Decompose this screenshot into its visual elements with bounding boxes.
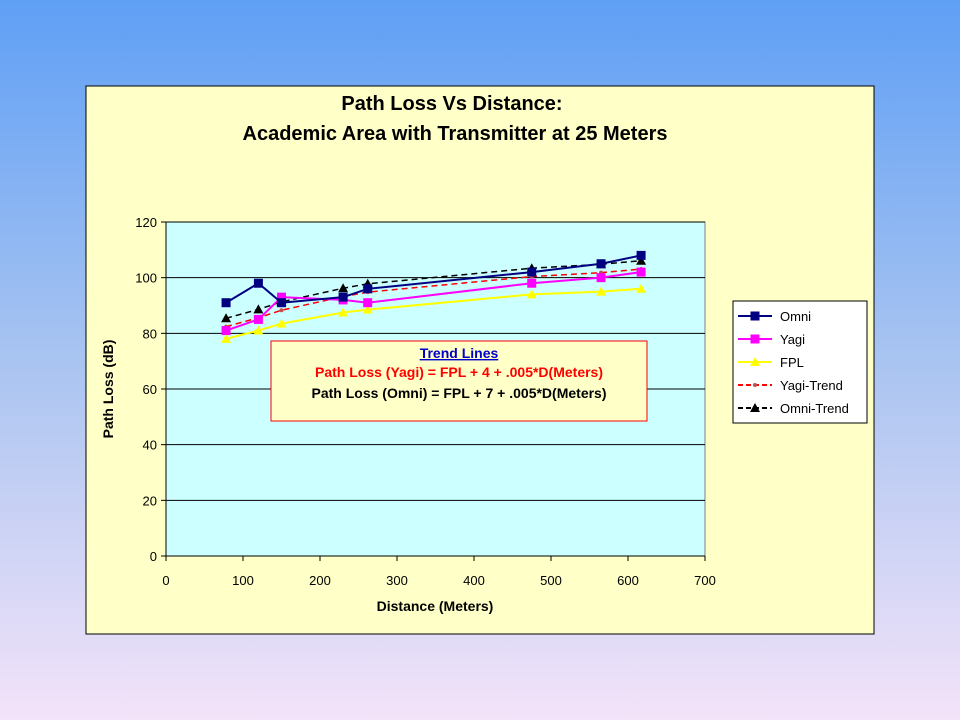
legend-label: FPL (780, 355, 804, 370)
data-point-omni (338, 292, 348, 302)
legend-swatch-marker (750, 403, 760, 412)
x-axis-title: Distance (Meters) (377, 598, 494, 614)
series-omni (221, 250, 646, 308)
legend-label: Yagi-Trend (780, 378, 843, 393)
x-tick-label: 600 (617, 573, 639, 588)
annotation-line-omni: Path Loss (Omni) = FPL + 7 + .005*D(Mete… (312, 385, 607, 401)
series-yagi (221, 267, 646, 336)
data-point-fpl (362, 304, 373, 314)
series-line-yagi-trend (225, 268, 642, 328)
data-point-omni-trend (253, 304, 264, 314)
y-tick-label: 120 (135, 215, 157, 230)
data-point-fpl (526, 289, 537, 299)
data-point-omni-trend (221, 313, 232, 323)
data-point-omni (363, 284, 373, 294)
annotation-box: Trend Lines Path Loss (Yagi) = FPL + 4 +… (270, 340, 648, 422)
chart-title-line-2: Academic Area with Transmitter at 25 Met… (243, 123, 668, 145)
y-tick-label: 0 (150, 549, 157, 564)
data-point-omni (221, 298, 231, 308)
data-point-omni (527, 267, 537, 277)
data-point-omni (253, 278, 263, 288)
series-line-omni-trend (225, 259, 642, 320)
y-axis-title: Path Loss (dB) (100, 340, 116, 439)
x-tick-label: 400 (463, 573, 485, 588)
y-tick-label: 40 (143, 438, 157, 453)
legend-item-fpl: FPL (738, 355, 804, 370)
legend-swatch-marker (753, 383, 757, 387)
data-point-omni (596, 259, 606, 269)
data-point-fpl (276, 318, 287, 328)
data-point-fpl (338, 307, 349, 317)
data-point-yagi (527, 278, 537, 288)
legend-swatch-marker (750, 357, 760, 366)
legend-swatch-marker (750, 311, 760, 321)
legend-items: Omni Yagi FPL Yagi-Trend Omni-Trend (738, 309, 849, 416)
data-point-fpl (221, 333, 232, 343)
legend-label: Omni (780, 309, 811, 324)
legend: Omni Yagi FPL Yagi-Trend Omni-Trend (732, 300, 868, 424)
series-group (221, 250, 647, 343)
y-tick-label: 80 (143, 326, 157, 341)
data-point-yagi (636, 267, 646, 277)
annotation-line-yagi: Path Loss (Yagi) = FPL + 4 + .005*D(Mete… (315, 364, 603, 380)
legend-item-yagi-trend: Yagi-Trend (738, 378, 843, 393)
y-tick-label: 20 (143, 493, 157, 508)
legend-label: Yagi (780, 332, 805, 347)
x-tick-label: 500 (540, 573, 562, 588)
data-point-omni-trend (338, 283, 349, 293)
data-point-yagi (363, 298, 373, 308)
y-tick-label: 60 (143, 382, 157, 397)
legend-swatch-marker (750, 334, 760, 344)
legend-item-omni: Omni (738, 309, 811, 324)
annotation-border (270, 340, 648, 422)
data-point-omni (277, 298, 286, 308)
x-axis-ticks: 0 100 200 300 400 500 600 700 (162, 555, 716, 588)
data-point-fpl (596, 286, 607, 296)
series-fpl (221, 283, 647, 343)
x-tick-label: 0 (162, 573, 169, 588)
data-point-yagi (596, 273, 606, 283)
x-tick-label: 100 (232, 573, 254, 588)
x-tick-label: 700 (694, 573, 716, 588)
annotation-title: Trend Lines (420, 345, 499, 361)
legend-label: Omni-Trend (780, 401, 849, 416)
data-point-yagi (253, 314, 263, 324)
legend-item-omni-trend: Omni-Trend (738, 401, 849, 416)
data-point-yagi-trend (279, 308, 284, 313)
legend-item-yagi: Yagi (738, 332, 805, 347)
data-point-fpl (636, 283, 647, 293)
data-point-omni-trend (636, 255, 647, 265)
series-line-fpl (225, 287, 642, 340)
data-point-yagi (221, 326, 231, 336)
data-point-fpl (253, 325, 264, 335)
data-point-omni (636, 250, 646, 260)
x-tick-label: 200 (309, 573, 331, 588)
y-tick-label: 100 (135, 271, 157, 286)
y-axis-ticks: 0 20 40 60 80 100 120 (135, 215, 167, 564)
chart-title-line-1: Path Loss Vs Distance: (341, 93, 562, 115)
x-tick-label: 300 (386, 573, 408, 588)
